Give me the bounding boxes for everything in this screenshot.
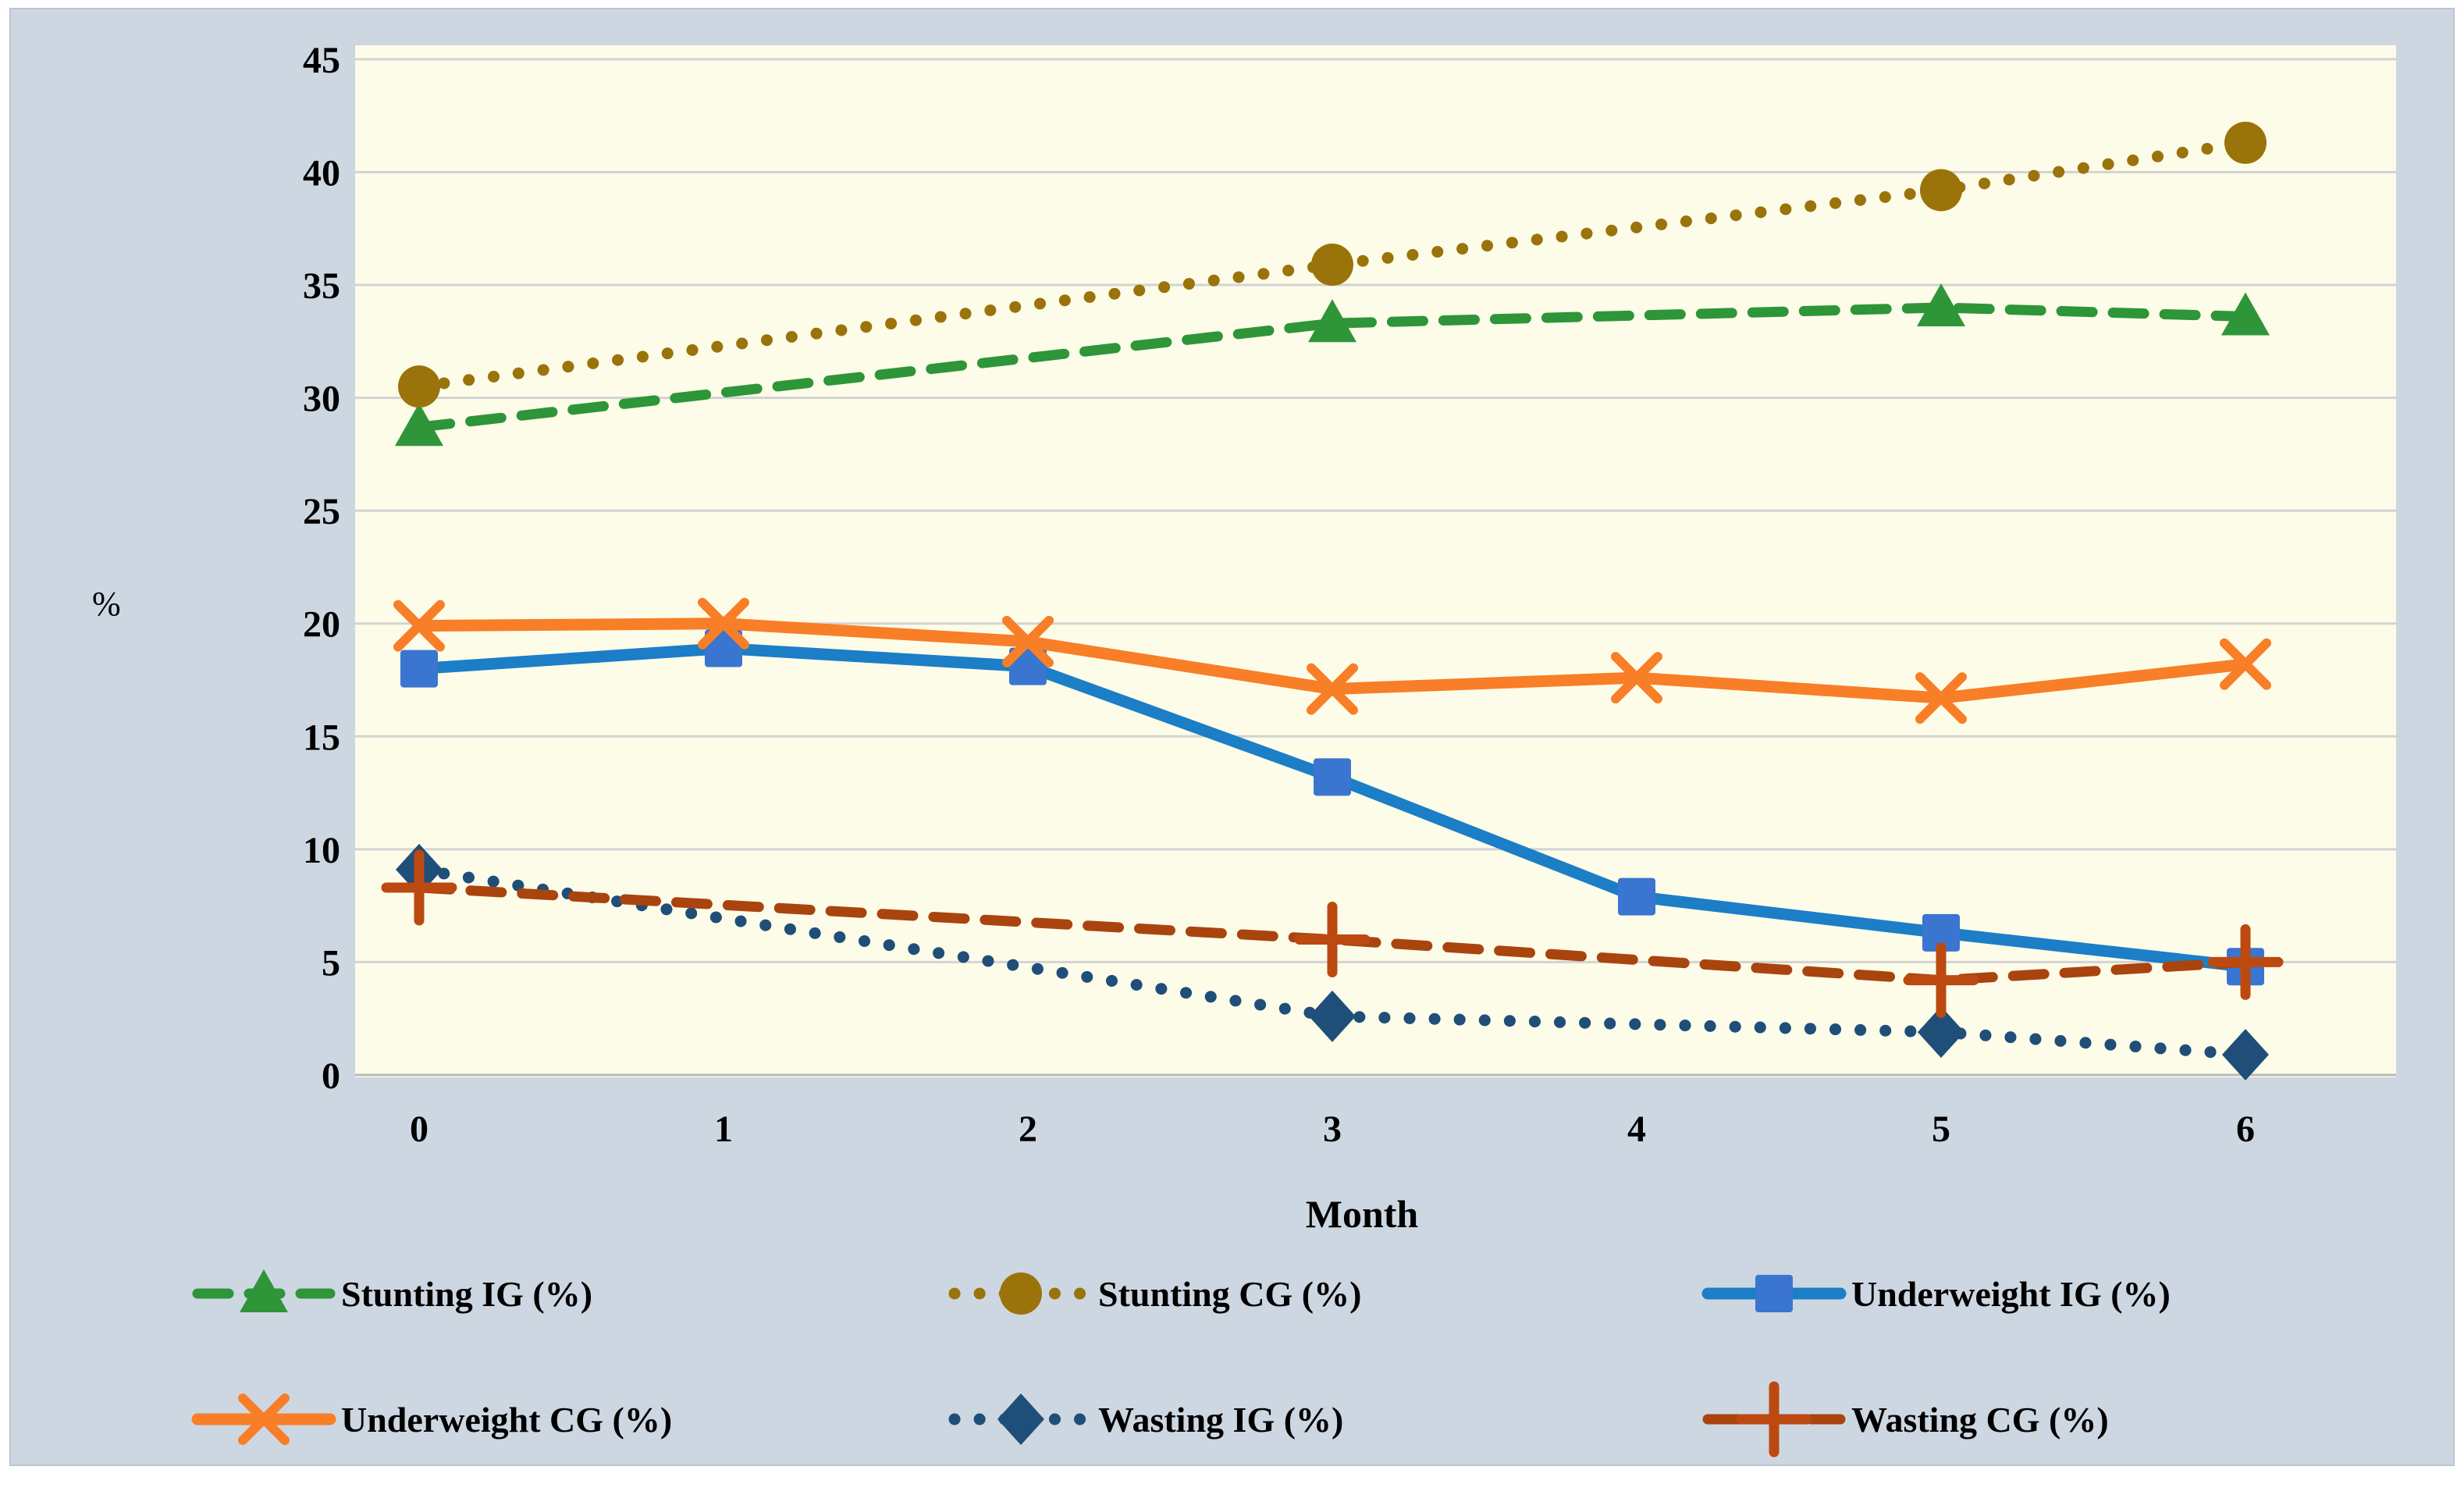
- x-axis-labels: 0 1 2 3 4 5 6: [410, 1109, 2255, 1150]
- series-line: [413, 863, 2252, 1061]
- diamond-marker: [997, 1393, 1044, 1445]
- x-marker: [238, 1393, 290, 1445]
- plus-marker: [2207, 924, 2284, 1000]
- triangle-marker: [1308, 299, 1356, 343]
- triangle-marker: [1917, 283, 1965, 326]
- gridlines: [355, 58, 2396, 1077]
- x-marker: [698, 597, 749, 650]
- diamond-marker: [1309, 990, 1356, 1042]
- legend-label-underweight-ig: Underweight IG (%): [1851, 1274, 2171, 1314]
- x-marker: [1002, 615, 1054, 667]
- series-wasting-cg: [381, 849, 2284, 1019]
- x-tick-label: 2: [1019, 1109, 1037, 1150]
- x-tick-label: 1: [714, 1109, 733, 1150]
- y-tick-label: 40: [303, 152, 340, 194]
- series-stunting-ig: [395, 283, 2270, 447]
- series-line: [414, 302, 2251, 432]
- y-tick-label: 30: [303, 379, 340, 420]
- plus-marker: [381, 849, 457, 926]
- circle-marker: [1311, 244, 1353, 287]
- x-marker: [2220, 638, 2271, 690]
- legend-swatch: [1701, 1275, 1847, 1312]
- x-marker: [1611, 652, 1662, 704]
- circle-marker: [1000, 1272, 1042, 1315]
- y-tick-label: 0: [322, 1055, 340, 1097]
- legend-label-stunting-cg: Stunting CG (%): [1098, 1274, 1361, 1314]
- y-axis-title: %: [92, 585, 121, 623]
- legend-swatch: [948, 1393, 1093, 1445]
- plus-marker: [1294, 902, 1371, 978]
- y-tick-label: 35: [303, 265, 340, 307]
- legend-label-stunting-ig: Stunting IG (%): [341, 1274, 592, 1314]
- y-axis-labels: 0 5 10 15 20 25 30 35 40 45: [303, 40, 340, 1097]
- y-tick-label: 10: [303, 830, 340, 871]
- legend-label-wasting-ig: Wasting IG (%): [1098, 1400, 1343, 1440]
- square-marker: [1618, 877, 1655, 916]
- triangle-marker: [395, 403, 443, 447]
- series-lines: [381, 121, 2284, 1080]
- x-tick-label: 6: [2236, 1109, 2255, 1150]
- y-tick-label: 45: [303, 40, 340, 81]
- plus-marker: [1736, 1381, 1812, 1458]
- legend-label-wasting-cg: Wasting CG (%): [1851, 1400, 2109, 1440]
- legend-swatch: [191, 1393, 336, 1445]
- series-line: [413, 137, 2252, 393]
- diamond-marker: [2222, 1028, 2269, 1080]
- y-tick-label: 15: [303, 717, 340, 758]
- series-wasting-ig: [396, 843, 2269, 1080]
- square-marker: [400, 650, 438, 688]
- triangle-marker: [240, 1269, 288, 1312]
- y-tick-label: 20: [303, 604, 340, 646]
- triangle-marker: [2221, 292, 2270, 336]
- x-marker: [1307, 663, 1358, 715]
- square-marker: [1755, 1275, 1793, 1312]
- circle-marker: [2224, 121, 2267, 164]
- y-tick-label: 5: [322, 942, 340, 984]
- series-underweight-cg: [393, 597, 2271, 724]
- square-marker: [1922, 913, 1960, 952]
- x-axis-title: Month: [1306, 1192, 1419, 1236]
- circle-marker: [1920, 169, 1962, 212]
- x-marker: [393, 600, 445, 652]
- legend-swatch: [192, 1269, 336, 1312]
- x-tick-label: 0: [410, 1109, 428, 1150]
- legend-swatch: [1702, 1381, 1846, 1458]
- legend-label-underweight-cg: Underweight CG (%): [341, 1400, 672, 1440]
- series-stunting-cg: [398, 121, 2267, 408]
- series-line: [414, 882, 2251, 986]
- x-tick-label: 4: [1627, 1109, 1646, 1150]
- circle-marker: [398, 365, 440, 408]
- plus-marker: [1903, 942, 1979, 1019]
- legend-swatch: [948, 1272, 1093, 1315]
- plot-area: [355, 45, 2396, 1077]
- diamond-marker: [1918, 1006, 1964, 1059]
- square-marker: [1314, 758, 1351, 796]
- x-marker: [1915, 672, 1967, 724]
- x-tick-label: 5: [1932, 1109, 1950, 1150]
- legend-swatches: [191, 1269, 1847, 1458]
- y-tick-label: 25: [303, 491, 340, 532]
- x-tick-label: 3: [1323, 1109, 1342, 1150]
